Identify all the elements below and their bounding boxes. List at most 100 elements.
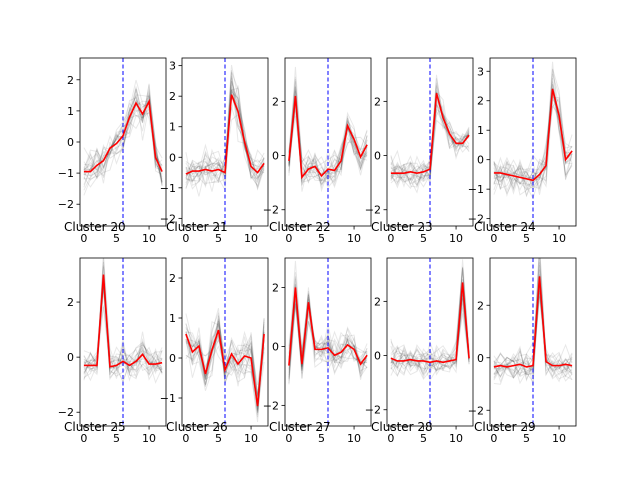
member-trace xyxy=(83,261,163,383)
axes-frame xyxy=(284,57,372,227)
x-tick-label: 5 xyxy=(523,232,530,245)
member-trace xyxy=(493,69,573,198)
mean-series-line xyxy=(185,329,265,407)
member-trace xyxy=(185,92,265,197)
x-tick-label: 5 xyxy=(215,432,222,445)
subplot-4: 0 5 10 −2 0 2 Cluster 23 xyxy=(365,57,474,245)
y-tick-label: −2 xyxy=(263,204,279,217)
y-tick-label: 1 xyxy=(169,312,176,325)
subplot-2: 0 5 10 −2 −1 0 1 2 3 Cluster 21 xyxy=(160,57,269,245)
member-trace xyxy=(185,81,265,178)
plot-area xyxy=(83,258,163,426)
y-tick-label: 0 xyxy=(169,151,176,164)
x-tick-label: 10 xyxy=(449,432,463,445)
member-trace xyxy=(288,287,368,381)
cluster-label: Cluster 28 xyxy=(371,420,433,434)
cluster-label: Cluster 23 xyxy=(371,220,433,234)
member-trace xyxy=(390,294,470,370)
axes-frame xyxy=(489,257,577,427)
x-tick-label: 0 xyxy=(387,432,394,445)
x-tick-label: 10 xyxy=(347,432,361,445)
member-trace xyxy=(288,110,368,180)
plot-area xyxy=(493,258,573,426)
x-tick-label: 10 xyxy=(244,232,258,245)
cluster-label: Cluster 24 xyxy=(474,220,536,234)
y-tick-label: 0 xyxy=(374,150,381,163)
member-trace xyxy=(185,333,265,418)
mean-series-line xyxy=(185,94,265,175)
axes-frame xyxy=(181,257,269,427)
plot-area xyxy=(288,258,368,426)
subplot-7: 0 5 10 −1 0 1 2 Cluster 26 xyxy=(160,257,269,445)
x-tick-label: 0 xyxy=(80,232,87,245)
y-tick-label: −2 xyxy=(58,198,74,211)
member-trace xyxy=(493,258,573,379)
mean-series-line xyxy=(83,274,163,368)
member-trace xyxy=(390,298,470,376)
x-tick-label: 0 xyxy=(490,432,497,445)
member-trace xyxy=(390,108,470,180)
y-tick-label: 3 xyxy=(169,60,176,73)
member-trace xyxy=(288,301,368,367)
member-trace xyxy=(493,61,573,195)
y-tick-label: 3 xyxy=(477,65,484,78)
cluster-label: Cluster 25 xyxy=(64,420,126,434)
y-tick-label: −2 xyxy=(160,212,176,225)
y-tick-label: 0 xyxy=(67,136,74,149)
member-trace xyxy=(83,108,163,183)
x-tick-label: 5 xyxy=(420,432,427,445)
member-trace xyxy=(493,292,573,380)
y-tick-label: 2 xyxy=(169,90,176,103)
y-tick-label: 0 xyxy=(374,350,381,363)
y-tick-label: 2 xyxy=(477,95,484,108)
member-trace xyxy=(83,283,163,380)
y-tick-label: 0 xyxy=(477,352,484,365)
y-tick-label: −2 xyxy=(263,399,279,412)
member-trace xyxy=(493,77,573,190)
y-tick-label: −1 xyxy=(160,182,176,195)
mean-series-line xyxy=(390,93,470,174)
y-tick-label: −2 xyxy=(468,404,484,417)
y-tick-label: 2 xyxy=(477,299,484,312)
axes-frame xyxy=(79,257,167,427)
member-trace xyxy=(83,79,163,185)
y-tick-label: −2 xyxy=(365,404,381,417)
cluster-label: Cluster 26 xyxy=(166,420,228,434)
axes-frame xyxy=(386,57,474,227)
cluster-label: Cluster 22 xyxy=(269,220,331,234)
cluster-label: Cluster 27 xyxy=(269,420,331,434)
member-trace xyxy=(185,89,265,186)
mean-series-line xyxy=(493,276,573,368)
y-tick-label: 1 xyxy=(477,124,484,137)
member-trace xyxy=(390,102,470,186)
y-tick-label: 2 xyxy=(272,281,279,294)
cluster-label: Cluster 29 xyxy=(474,420,536,434)
member-trace xyxy=(390,290,470,376)
mean-series-line xyxy=(493,88,573,182)
member-trace xyxy=(493,68,573,183)
member-trace xyxy=(390,119,470,185)
y-tick-label: −2 xyxy=(365,204,381,217)
y-tick-label: 2 xyxy=(374,95,381,108)
member-trace xyxy=(288,100,368,183)
plot-area xyxy=(185,58,265,226)
plot-area xyxy=(83,58,163,226)
x-tick-label: 0 xyxy=(285,432,292,445)
y-tick-label: 2 xyxy=(169,272,176,285)
member-trace xyxy=(493,97,573,195)
member-trace xyxy=(390,291,470,377)
y-tick-label: −1 xyxy=(468,183,484,196)
member-trace xyxy=(288,305,368,385)
mean-series-line xyxy=(288,95,368,180)
member-trace xyxy=(493,88,573,195)
x-tick-label: 5 xyxy=(215,232,222,245)
subplot-10: 0 5 10 −2 0 2 Cluster 29 xyxy=(468,257,577,445)
axes-frame xyxy=(181,57,269,227)
x-tick-label: 5 xyxy=(523,432,530,445)
y-tick-label: 0 xyxy=(477,154,484,167)
x-tick-label: 0 xyxy=(490,232,497,245)
x-tick-label: 10 xyxy=(552,232,566,245)
member-trace xyxy=(390,91,470,188)
y-tick-label: 2 xyxy=(67,74,74,87)
